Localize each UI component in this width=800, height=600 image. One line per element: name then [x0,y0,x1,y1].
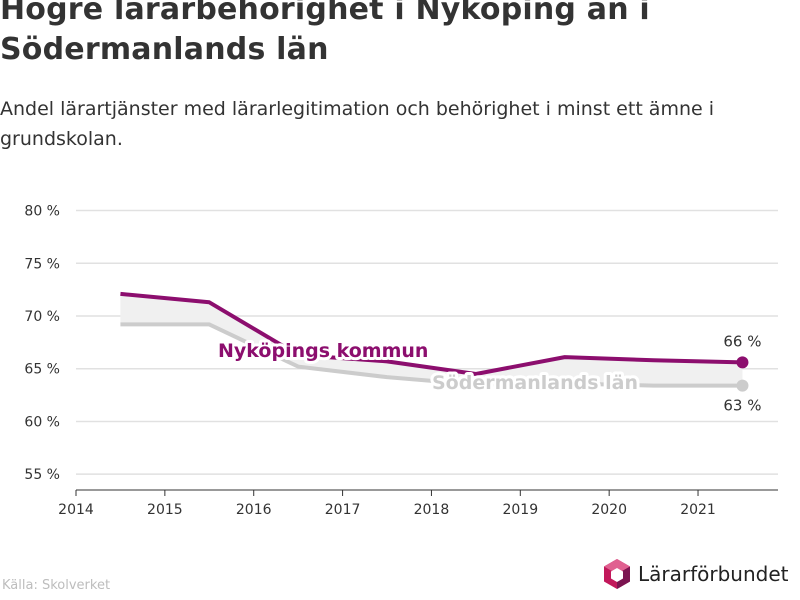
y-tick-label: 60 % [24,414,60,430]
x-tick-label: 2017 [325,502,361,518]
band-layer [120,293,743,386]
axis-layer: 55 % 60 % 65 % 70 % 75 % 80 % 2014 2015 2016 2017… [24,204,778,518]
x-tick-label: 2014 [58,502,94,518]
x-tick-label: 2018 [414,502,450,518]
y-tick-label: 75 % [24,256,60,272]
x-tick-label: 2019 [502,502,538,518]
x-tick-label: 2016 [236,502,272,518]
sodermanland-end-label: 63 % [723,397,761,415]
x-tick-label: 2015 [147,502,183,518]
nykoping-series-label: Nyköpings kommun [218,340,428,362]
sodermanland-end-point [736,379,749,392]
nykoping-end-point [736,356,749,369]
brand-logo: Lärarförbundet [602,558,789,590]
y-tick-label: 80 % [24,204,60,220]
nykoping-line [120,291,743,376]
brand-logo-text: Lärarförbundet [638,562,789,586]
source-note: Källa: Skolverket [2,578,111,593]
sodermanland-series-label: Södermanlands län [432,372,638,394]
difference-band [120,293,743,386]
chart-subtitle: Andel lärartjänster med lärarlegitimatio… [0,98,715,150]
brand-logo-icon [604,559,630,589]
chart-title: Högre lärarbehörighet i Nyköping än i Sö… [0,0,650,67]
y-tick-label: 70 % [24,309,60,325]
sodermanland-line [120,322,743,388]
nykoping-end-label: 66 % [723,332,761,350]
line-layer [120,291,749,392]
y-tick-label: 55 % [24,467,60,483]
y-tick-label: 65 % [24,362,60,378]
x-tick-label: 2020 [591,502,627,518]
x-tick-label: 2021 [680,502,716,518]
